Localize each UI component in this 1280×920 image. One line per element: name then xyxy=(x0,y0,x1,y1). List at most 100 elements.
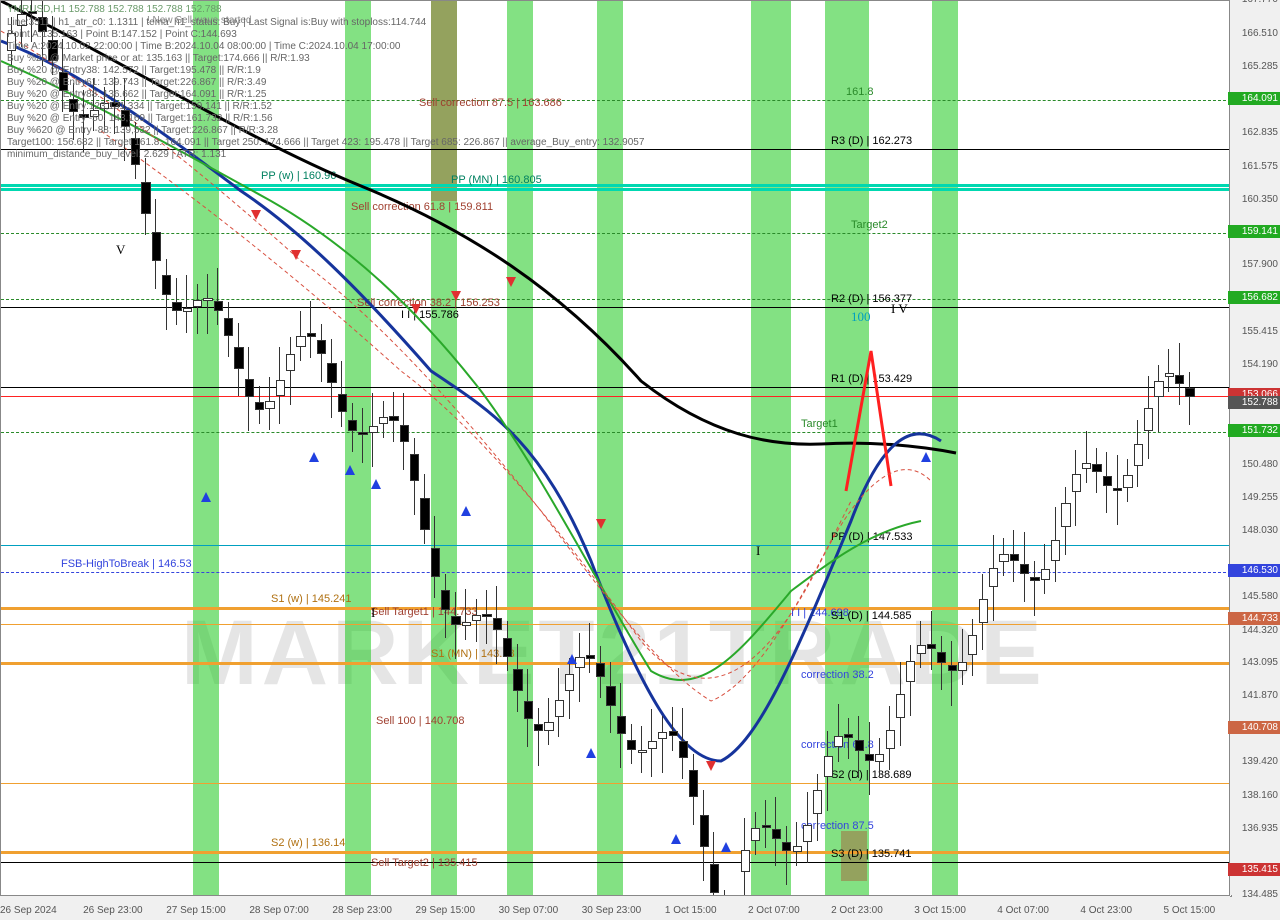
plot-area[interactable]: MARKET21TRADE 161.8R3 (D) | 162.273PP (w… xyxy=(0,0,1232,897)
candle-body xyxy=(276,380,285,396)
candle-body xyxy=(534,724,543,731)
candle-body xyxy=(679,741,688,758)
candle-body xyxy=(762,825,771,828)
candle-body xyxy=(803,825,812,842)
highlight-zone xyxy=(751,1,791,896)
wave-label: I xyxy=(756,543,760,559)
y-tick: 138.160 xyxy=(1242,790,1278,801)
y-tick: 155.415 xyxy=(1242,326,1278,337)
candle-body xyxy=(875,754,884,761)
candle-body xyxy=(741,850,750,872)
candle-body xyxy=(1010,554,1019,561)
horizontal-level-line xyxy=(1,233,1231,234)
candle-body xyxy=(1020,564,1029,574)
candle-body xyxy=(896,694,905,718)
candle-body xyxy=(472,615,481,621)
arrow-down-icon xyxy=(706,761,716,771)
level-label: Target2 xyxy=(851,219,888,231)
info-line: Buy %20 @ Entry:123,131.334 || Target:15… xyxy=(7,101,272,112)
candle-body xyxy=(358,432,367,435)
x-axis: 26 Sep 202426 Sep 23:0027 Sep 15:0028 Se… xyxy=(0,895,1230,920)
candle-body xyxy=(844,734,853,738)
horizontal-level-line xyxy=(1,396,1231,397)
candle-wick xyxy=(1086,431,1087,483)
y-tick: 148.030 xyxy=(1242,525,1278,536)
y-price-badge: 140.708 xyxy=(1228,721,1280,734)
candle-body xyxy=(183,308,192,312)
x-tick: 27 Sep 15:00 xyxy=(166,905,226,916)
arrow-down-icon xyxy=(251,210,261,220)
candle-body xyxy=(400,425,409,442)
candle-body xyxy=(1113,488,1122,491)
y-tick: 134.485 xyxy=(1242,889,1278,900)
candle-body xyxy=(245,379,254,397)
candle-wick xyxy=(1168,349,1169,392)
info-line: Buy %20 @ Entry -50: 143,169 || Target:1… xyxy=(7,113,273,124)
candle-body xyxy=(772,829,781,839)
arrow-up-icon xyxy=(921,452,931,462)
candle-wick xyxy=(207,274,208,335)
candle-body xyxy=(1185,388,1194,398)
y-tick: 150.480 xyxy=(1242,459,1278,470)
chart-container: MARKET21TRADE 161.8R3 (D) | 162.273PP (w… xyxy=(0,0,1280,920)
y-tick: 165.285 xyxy=(1242,61,1278,72)
level-label: correction 38.2 xyxy=(801,669,874,681)
candle-body xyxy=(865,754,874,761)
candle-body xyxy=(544,722,553,731)
y-tick: 144.320 xyxy=(1242,625,1278,636)
horizontal-level-line xyxy=(1,607,1231,610)
candle-body xyxy=(793,846,802,852)
candle-body xyxy=(296,336,305,347)
candle-body xyxy=(1072,474,1081,492)
info-line: Buy %20 @ Entry88: 136.662 || Target:164… xyxy=(7,89,266,100)
y-tick: 141.870 xyxy=(1242,690,1278,701)
candle-body xyxy=(565,674,574,691)
candle-wick xyxy=(941,636,942,690)
x-tick: 26 Sep 2024 xyxy=(0,905,57,916)
candle-body xyxy=(152,232,161,261)
candle-body xyxy=(1175,375,1184,384)
candle-body xyxy=(224,318,233,337)
candle-body xyxy=(638,750,647,753)
candle-body xyxy=(214,301,223,312)
horizontal-level-line xyxy=(1,851,1231,854)
candle-wick xyxy=(186,275,187,332)
candle-body xyxy=(369,426,378,433)
candle-body xyxy=(824,756,833,777)
y-price-badge: 151.732 xyxy=(1228,424,1280,437)
candle-body xyxy=(1092,464,1101,472)
candle-body xyxy=(979,599,988,623)
y-tick: 145.580 xyxy=(1242,591,1278,602)
candle-wick xyxy=(538,708,539,766)
y-price-badge: 164.091 xyxy=(1228,92,1280,105)
arrow-up-icon xyxy=(461,506,471,516)
arrow-up-icon xyxy=(201,492,211,502)
candle-body xyxy=(338,394,347,413)
candle-body xyxy=(203,298,212,301)
horizontal-level-line xyxy=(1,387,1231,388)
candle-wick xyxy=(838,704,839,762)
candle-wick xyxy=(786,826,787,885)
candle-body xyxy=(410,454,419,481)
candle-wick xyxy=(1189,372,1190,425)
y-tick: 160.350 xyxy=(1242,194,1278,205)
candle-body xyxy=(700,815,709,847)
level-label: S1 (MN) | 143.18 xyxy=(431,648,515,660)
candle-wick xyxy=(486,590,487,645)
y-price-badge: 152.788 xyxy=(1228,396,1280,409)
arrow-down-icon xyxy=(411,304,421,314)
candle-wick xyxy=(290,337,291,405)
y-axis: 167.770166.510165.285162.835161.575160.3… xyxy=(1229,0,1280,895)
level-label: PP (D) | 147.533 xyxy=(831,531,913,543)
info-line: Buy %20 @ Entry38: 142.572 || Target:195… xyxy=(7,65,261,76)
arrow-up-icon xyxy=(309,452,319,462)
candle-body xyxy=(999,554,1008,562)
horizontal-level-line xyxy=(1,545,1231,546)
level-label: R1 (D) | 153.429 xyxy=(831,373,912,385)
info-line: Buy %20 @ Market price or at: 135.163 ||… xyxy=(7,53,310,64)
candle-body xyxy=(451,616,460,624)
candle-wick xyxy=(465,589,466,639)
candle-body xyxy=(286,354,295,372)
candle-wick xyxy=(796,822,797,866)
candle-body xyxy=(658,732,667,739)
